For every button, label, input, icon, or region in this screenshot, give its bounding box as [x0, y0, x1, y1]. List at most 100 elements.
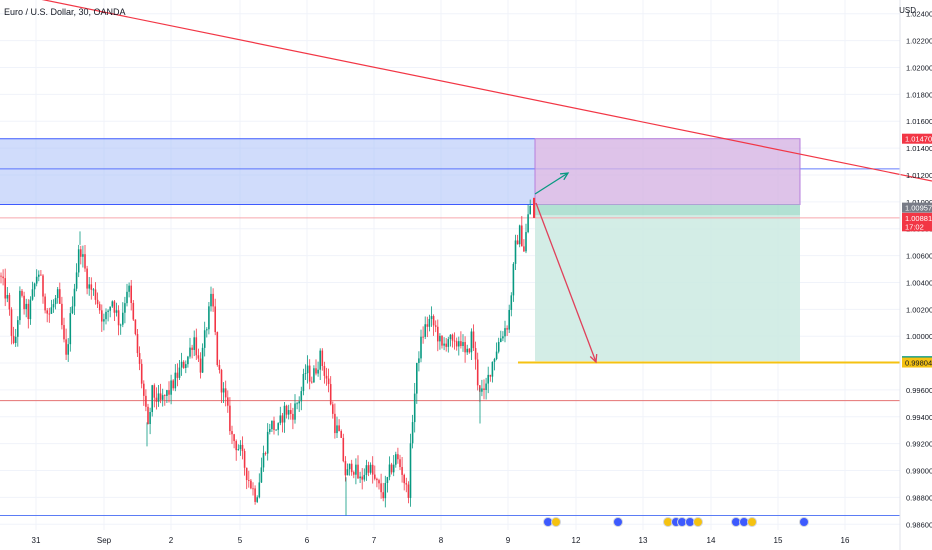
candle-body [237, 449, 240, 451]
candle-body [346, 469, 349, 476]
candle-body [462, 342, 464, 347]
x-tick-label: 6 [305, 536, 310, 545]
candle-body [128, 285, 130, 292]
candle-body [466, 348, 468, 353]
candle-body [260, 467, 263, 483]
candle-body [306, 365, 309, 374]
candle-body [210, 293, 212, 307]
y-tick-label: 1.01200 [906, 171, 932, 180]
price-tag-label: 1.00957 [905, 204, 932, 213]
candle-body [119, 324, 122, 326]
candle-body [300, 391, 303, 402]
candle-body [434, 325, 437, 327]
candle-body [157, 393, 160, 402]
trendline [41, 0, 932, 182]
candle-body [269, 429, 271, 432]
candle-body [168, 390, 170, 395]
candle-body [73, 288, 76, 307]
candle-body [428, 318, 431, 327]
candle-body [193, 337, 195, 350]
candle-body [239, 444, 242, 450]
candle-body [199, 358, 202, 373]
candle-body [323, 366, 326, 376]
candle-body [187, 356, 189, 365]
candle-body [0, 275, 2, 277]
candle-body [426, 324, 429, 327]
candle-body [77, 249, 80, 273]
candle-body [40, 274, 42, 276]
candle-body [266, 431, 269, 454]
candle-body [90, 284, 93, 290]
candle-body [254, 488, 256, 502]
candle-body [329, 384, 332, 405]
candle-body [336, 425, 338, 434]
candle-body [451, 334, 454, 341]
price-tag-label: 1.00881 [905, 214, 932, 223]
candle-body [493, 359, 496, 362]
candle-body [250, 480, 252, 489]
candle-body [432, 316, 435, 326]
candle-body [403, 474, 405, 484]
candle-body [111, 301, 114, 307]
candle-body [248, 480, 250, 481]
candle-body [506, 328, 508, 330]
candle-body [437, 326, 439, 342]
candle-body [378, 480, 380, 484]
candle-body [233, 434, 235, 442]
y-tick-label: 0.99000 [906, 467, 932, 476]
candle-body [258, 482, 261, 498]
candle-body [353, 472, 355, 475]
candle-body [302, 373, 305, 392]
candle-body [481, 388, 483, 392]
x-tick-label: 31 [32, 536, 41, 545]
candle-body [21, 290, 23, 296]
up-arrow-head [559, 172, 570, 181]
candle-body [159, 393, 162, 400]
candle-body [227, 397, 229, 406]
y-tick-label: 1.00400 [906, 278, 932, 287]
candle-body [287, 410, 290, 415]
candle-body [161, 395, 164, 400]
candle-body [220, 369, 223, 393]
x-tick-label: 8 [439, 536, 444, 545]
candle-body [458, 341, 460, 347]
y-tick-label: 1.00000 [906, 332, 932, 341]
candle-body [224, 388, 227, 398]
candle-body [138, 353, 141, 364]
candle-body [304, 373, 307, 374]
candle-body [491, 361, 494, 377]
candle-body [275, 429, 277, 431]
candle-body [376, 478, 378, 481]
price-tag [902, 202, 932, 213]
price-tag-label: 0.99804 [905, 359, 932, 368]
candle-body [98, 304, 101, 311]
candle-body [218, 365, 221, 370]
candle-body [206, 329, 208, 331]
candle-body [474, 348, 477, 360]
candle-body [166, 390, 168, 396]
candle-body [65, 339, 67, 355]
x-tick-label: 9 [506, 536, 511, 545]
candle-body [71, 306, 74, 314]
candle-body [172, 380, 174, 389]
candle-body [342, 437, 345, 462]
candle-body [470, 331, 473, 353]
candle-body [516, 240, 519, 245]
candle-body [369, 464, 372, 473]
candle-body [84, 254, 86, 269]
candle-body [56, 289, 59, 299]
candle-body [122, 312, 124, 325]
candle-body [283, 405, 286, 423]
candle-body [31, 289, 34, 300]
candle-body [294, 403, 296, 420]
candle-body [325, 375, 328, 379]
candle-body [334, 413, 336, 434]
candle-body [212, 293, 214, 307]
candle-body [96, 299, 99, 305]
candle-body [174, 372, 177, 389]
candle-body [44, 296, 46, 311]
candle-body [407, 484, 410, 498]
candle-body [384, 482, 387, 499]
candle-body [61, 303, 63, 326]
